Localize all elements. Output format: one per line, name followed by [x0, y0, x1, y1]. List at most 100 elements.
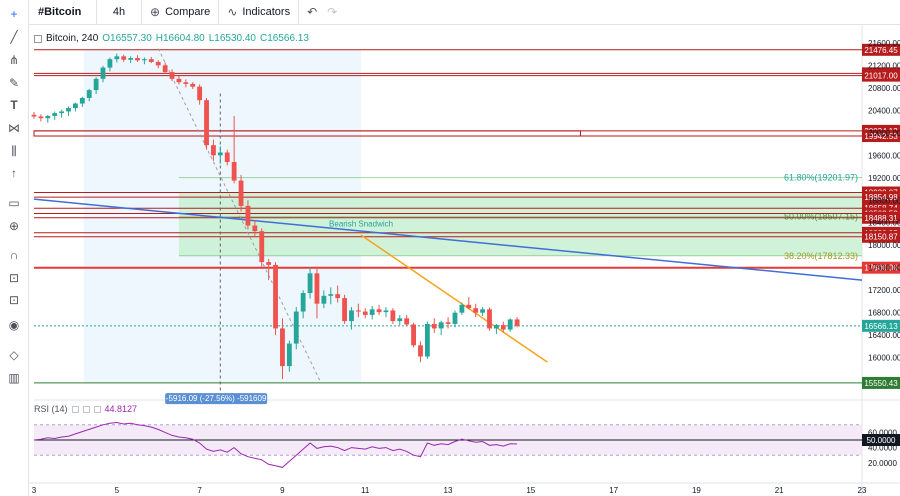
- indicators-label: Indicators: [242, 6, 291, 18]
- candle-body: [197, 86, 203, 101]
- drawing-toolbar: + ╱ ⋔ ✎ T ⋈ ⫼ ↑ ▭ ⊕ ∩ ⊡ ⊡ ◉ ◇ ▥: [0, 0, 29, 496]
- candle-body: [514, 319, 520, 326]
- compare-label: Compare: [165, 6, 211, 18]
- candle-body: [238, 180, 244, 206]
- candle-body: [183, 82, 189, 84]
- text-icon[interactable]: T: [10, 98, 18, 112]
- collapse-legend-icon[interactable]: [34, 34, 42, 43]
- candle-body: [273, 264, 278, 329]
- candle-body: [128, 58, 134, 60]
- candle-body: [321, 295, 327, 304]
- zoom-icon[interactable]: ⊕: [8, 219, 20, 233]
- candle-body: [155, 61, 161, 66]
- candle-body: [424, 323, 430, 357]
- price-tick-label: 20400.00: [868, 106, 900, 115]
- candle-body: [266, 262, 272, 265]
- level-price-tag: [862, 211, 900, 224]
- date-tick-label: 3: [32, 486, 37, 495]
- price-tick-label: 19200.00: [868, 174, 900, 183]
- pitchfork-icon[interactable]: ⋔: [8, 53, 20, 67]
- level-price-label: 18150.87: [864, 233, 898, 242]
- redo-icon[interactable]: ↷: [327, 5, 338, 19]
- magnet-icon[interactable]: ∩: [9, 248, 19, 262]
- rsi-line: [33, 421, 518, 468]
- crosshair-icon[interactable]: +: [10, 7, 18, 21]
- top-toolbar: #Bitcoin 4h ⊕ Compare ∿ Indicators ↶ ↷: [0, 0, 900, 25]
- lock-icon[interactable]: ⊡: [8, 271, 20, 285]
- candle-body: [404, 318, 410, 325]
- rsi-mid-tag: [862, 434, 900, 446]
- compare-button[interactable]: ⊕ Compare: [142, 0, 220, 24]
- projection-line: [157, 48, 321, 381]
- rsi-name: RSI (14): [34, 404, 68, 414]
- candle-body: [252, 225, 258, 232]
- level-price-label: 18854.98: [864, 193, 898, 202]
- fib-level-label: 38.20%(17812.33): [784, 251, 858, 261]
- candle-body: [148, 59, 154, 62]
- price-tick-label: 16800.00: [868, 309, 900, 318]
- layers-icon[interactable]: ◇: [9, 348, 19, 362]
- symbol-search[interactable]: #Bitcoin: [0, 0, 97, 24]
- pattern-icon[interactable]: ⋈: [8, 121, 20, 135]
- candle-body: [245, 205, 251, 226]
- candle-body: [66, 108, 71, 112]
- interval-button[interactable]: 4h: [97, 0, 142, 24]
- level-price-tag: [862, 130, 900, 143]
- rsi-settings-icon[interactable]: [71, 405, 79, 413]
- fib-level-label: 61.80%(19201.97): [784, 173, 858, 183]
- price-tick-label: 17200.00: [868, 286, 900, 295]
- candle-body: [376, 309, 382, 313]
- legend-high: H16604.80: [155, 33, 205, 44]
- trash-icon[interactable]: ▥: [8, 371, 20, 385]
- candle-body: [314, 273, 320, 304]
- date-tick-label: 21: [775, 486, 784, 495]
- brush-icon[interactable]: ✎: [8, 76, 20, 90]
- legend-close: C16566.13: [259, 33, 309, 44]
- lock-all-icon[interactable]: ⊡: [8, 293, 20, 307]
- candle-body: [342, 298, 347, 322]
- candle-body: [142, 59, 147, 61]
- indicators-icon: ∿: [227, 5, 238, 19]
- candle-body: [328, 294, 334, 296]
- compare-icon: ⊕: [150, 5, 161, 19]
- measure-result-box: [165, 393, 268, 405]
- candle-body: [135, 58, 140, 61]
- rsi-close-icon[interactable]: [93, 405, 101, 413]
- price-tick-label: 19600.00: [868, 151, 900, 160]
- candle-body: [487, 309, 492, 329]
- price-tick-label: 18800.00: [868, 196, 900, 205]
- price-tick-label: 21200.00: [868, 61, 900, 70]
- arrow-icon[interactable]: ↑: [11, 166, 17, 180]
- eye-icon[interactable]: ◉: [8, 318, 20, 332]
- candle-body: [259, 231, 265, 263]
- orange-trendline: [360, 234, 548, 363]
- date-tick-label: 17: [609, 486, 618, 495]
- candle-body: [107, 59, 113, 68]
- level-price-label: 17600.00: [864, 264, 898, 273]
- undo-redo-group: ↶ ↷: [299, 0, 345, 24]
- measure-icon[interactable]: ⫼: [11, 143, 17, 158]
- price-tick-label: 18000.00: [868, 241, 900, 250]
- undo-icon[interactable]: ↶: [307, 5, 318, 19]
- level-price-tag: [862, 191, 900, 204]
- level-price-tag: [862, 230, 900, 243]
- price-tick-label: 16400.00: [868, 331, 900, 340]
- candle-body: [390, 310, 396, 322]
- candle-body: [100, 67, 106, 79]
- legend-low: L16530.40: [208, 33, 256, 44]
- candle-body: [438, 322, 444, 329]
- ruler-icon[interactable]: ▭: [8, 196, 20, 210]
- level-price-label: 16566.13: [864, 322, 898, 331]
- rsi-hide-icon[interactable]: [82, 405, 90, 413]
- candle-body: [466, 304, 472, 309]
- candle-body: [293, 311, 299, 344]
- indicators-button[interactable]: ∿ Indicators: [219, 0, 300, 24]
- legend-open: O16557.30: [102, 33, 152, 44]
- price-tick-label: 20000.00: [868, 129, 900, 138]
- rsi-tick-label: 40.0000: [868, 444, 897, 453]
- level-price-tag: [862, 376, 900, 389]
- level-price-tag: [862, 319, 900, 332]
- trendline-icon[interactable]: ╱: [10, 30, 18, 44]
- interval-label: 4h: [112, 6, 126, 18]
